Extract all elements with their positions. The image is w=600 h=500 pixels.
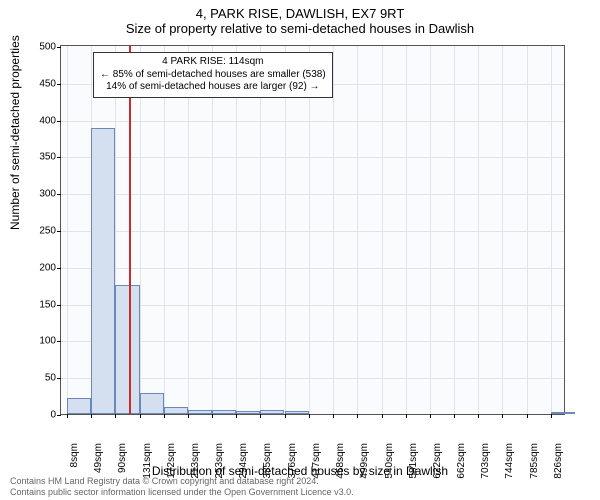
y-axis-label: Number of semi-detached properties bbox=[8, 35, 22, 230]
y-tick-mark bbox=[57, 268, 61, 269]
y-tick-mark bbox=[57, 415, 61, 416]
chart-title-line2: Size of property relative to semi-detach… bbox=[0, 21, 600, 36]
x-tick-mark bbox=[382, 414, 383, 418]
histogram-bar bbox=[67, 398, 91, 414]
x-gridline bbox=[430, 46, 431, 414]
annotation-line2: ← 85% of semi-detached houses are smalle… bbox=[100, 69, 326, 82]
x-tick-mark bbox=[309, 414, 310, 418]
y-tick-label: 200 bbox=[26, 262, 56, 273]
plot-area: 0501001502002503003504004505008sqm49sqm9… bbox=[60, 45, 565, 415]
x-tick-mark bbox=[140, 414, 141, 418]
x-gridline bbox=[357, 46, 358, 414]
y-gridline bbox=[61, 268, 564, 269]
x-gridline bbox=[188, 46, 189, 414]
y-gridline bbox=[61, 157, 564, 158]
x-gridline bbox=[454, 46, 455, 414]
x-tick-mark bbox=[527, 414, 528, 418]
x-tick-mark bbox=[406, 414, 407, 418]
footer-attribution: Contains HM Land Registry data © Crown c… bbox=[10, 476, 354, 498]
x-tick-mark bbox=[115, 414, 116, 418]
y-gridline bbox=[61, 231, 564, 232]
annotation-box: 4 PARK RISE: 114sqm← 85% of semi-detache… bbox=[93, 52, 333, 98]
y-tick-mark bbox=[57, 121, 61, 122]
x-gridline bbox=[406, 46, 407, 414]
histogram-bar bbox=[164, 407, 188, 414]
chart-container: 4, PARK RISE, DAWLISH, EX7 9RT Size of p… bbox=[0, 0, 600, 500]
y-tick-mark bbox=[57, 231, 61, 232]
chart-plot-wrapper: 0501001502002503003504004505008sqm49sqm9… bbox=[60, 45, 565, 415]
x-tick-mark bbox=[551, 414, 552, 418]
y-tick-label: 250 bbox=[26, 226, 56, 237]
x-tick-mark bbox=[91, 414, 92, 418]
y-tick-label: 500 bbox=[26, 42, 56, 53]
x-gridline bbox=[551, 46, 552, 414]
y-tick-mark bbox=[57, 84, 61, 85]
x-gridline bbox=[333, 46, 334, 414]
y-tick-label: 50 bbox=[26, 373, 56, 384]
histogram-bar bbox=[212, 410, 236, 414]
annotation-line1: 4 PARK RISE: 114sqm bbox=[100, 56, 326, 69]
x-gridline bbox=[236, 46, 237, 414]
x-tick-mark bbox=[260, 414, 261, 418]
histogram-bar bbox=[140, 393, 164, 414]
x-tick-mark bbox=[502, 414, 503, 418]
x-tick-mark bbox=[285, 414, 286, 418]
x-gridline bbox=[382, 46, 383, 414]
y-gridline bbox=[61, 121, 564, 122]
x-tick-mark bbox=[357, 414, 358, 418]
y-tick-label: 100 bbox=[26, 336, 56, 347]
y-tick-mark bbox=[57, 47, 61, 48]
footer-line1: Contains HM Land Registry data © Crown c… bbox=[10, 476, 354, 487]
x-gridline bbox=[212, 46, 213, 414]
x-tick-mark bbox=[454, 414, 455, 418]
x-gridline bbox=[502, 46, 503, 414]
y-tick-mark bbox=[57, 157, 61, 158]
reference-line bbox=[129, 46, 131, 414]
footer-line2: Contains public sector information licen… bbox=[10, 487, 354, 498]
x-gridline bbox=[164, 46, 165, 414]
x-tick-mark bbox=[430, 414, 431, 418]
x-gridline bbox=[527, 46, 528, 414]
histogram-bar bbox=[188, 410, 212, 414]
x-gridline bbox=[140, 46, 141, 414]
y-tick-mark bbox=[57, 194, 61, 195]
x-tick-mark bbox=[188, 414, 189, 418]
y-tick-label: 400 bbox=[26, 115, 56, 126]
x-gridline bbox=[260, 46, 261, 414]
x-tick-mark bbox=[212, 414, 213, 418]
x-gridline bbox=[309, 46, 310, 414]
x-gridline bbox=[478, 46, 479, 414]
y-tick-mark bbox=[57, 378, 61, 379]
histogram-bar bbox=[236, 411, 260, 414]
x-tick-mark bbox=[333, 414, 334, 418]
annotation-line3: 14% of semi-detached houses are larger (… bbox=[100, 81, 326, 94]
y-tick-mark bbox=[57, 341, 61, 342]
y-tick-mark bbox=[57, 305, 61, 306]
chart-title-line1: 4, PARK RISE, DAWLISH, EX7 9RT bbox=[0, 6, 600, 21]
histogram-bar bbox=[91, 128, 115, 414]
histogram-bar bbox=[115, 285, 139, 414]
y-gridline bbox=[61, 194, 564, 195]
x-tick-mark bbox=[478, 414, 479, 418]
y-tick-label: 150 bbox=[26, 299, 56, 310]
y-tick-label: 0 bbox=[26, 410, 56, 421]
histogram-bar bbox=[551, 412, 575, 414]
y-tick-label: 450 bbox=[26, 78, 56, 89]
x-gridline bbox=[285, 46, 286, 414]
y-tick-label: 300 bbox=[26, 189, 56, 200]
y-tick-label: 350 bbox=[26, 152, 56, 163]
x-tick-mark bbox=[67, 414, 68, 418]
x-tick-mark bbox=[164, 414, 165, 418]
x-gridline bbox=[67, 46, 68, 414]
x-tick-mark bbox=[236, 414, 237, 418]
histogram-bar bbox=[260, 410, 284, 414]
histogram-bar bbox=[285, 411, 309, 414]
